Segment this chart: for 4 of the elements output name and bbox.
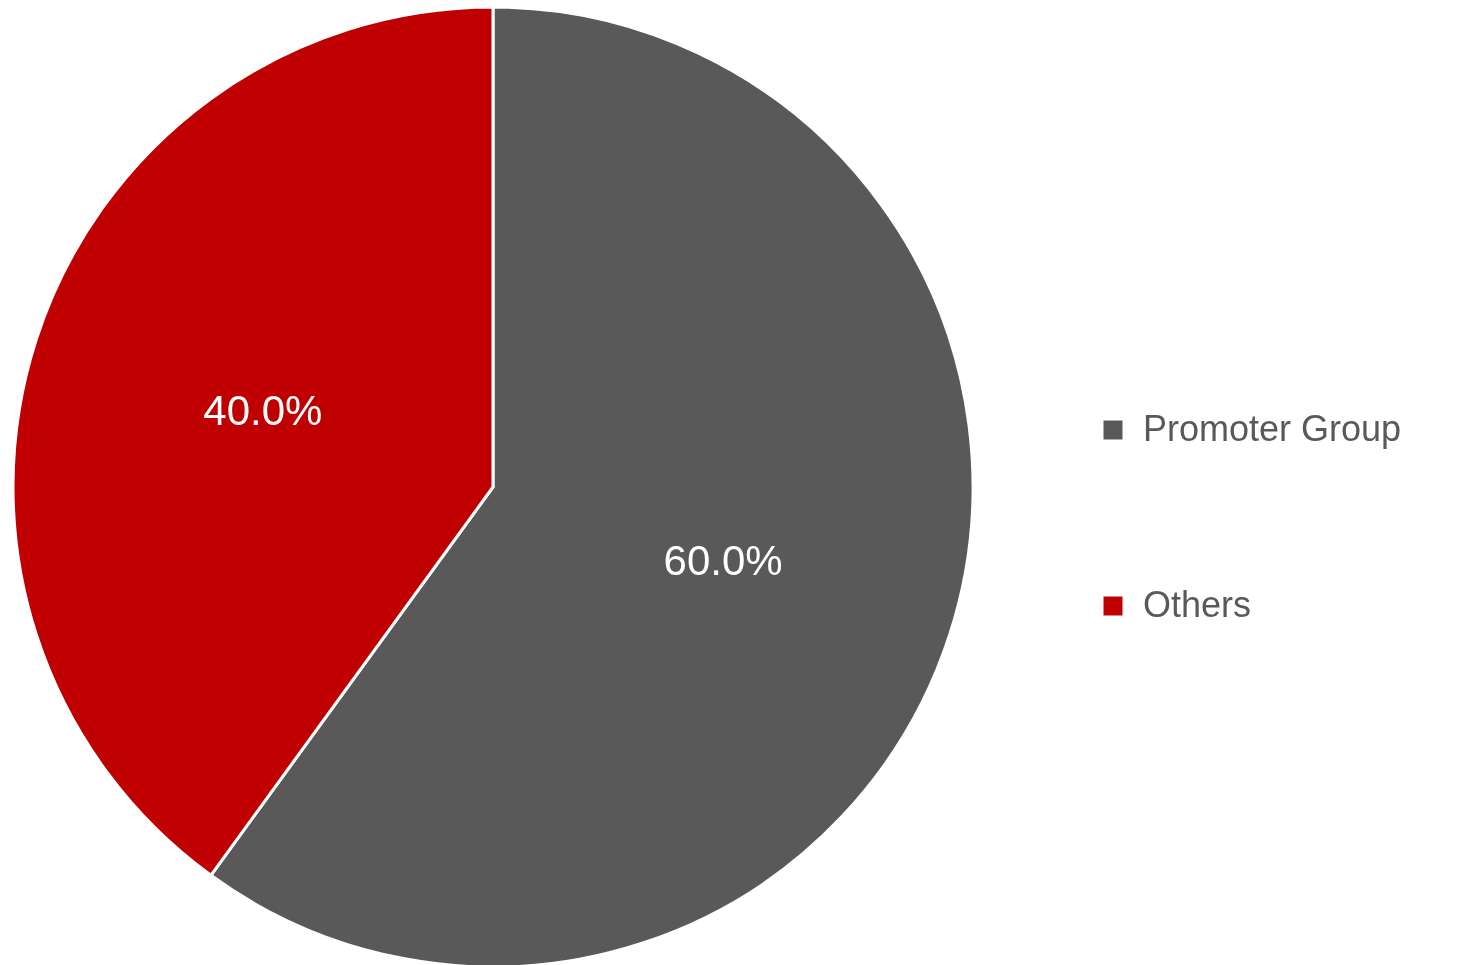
data-label: 60.0%: [663, 536, 783, 584]
legend-label: Others: [1143, 584, 1252, 625]
data-label: 40.0%: [203, 387, 323, 435]
legend-label: Promoter Group: [1143, 408, 1402, 449]
